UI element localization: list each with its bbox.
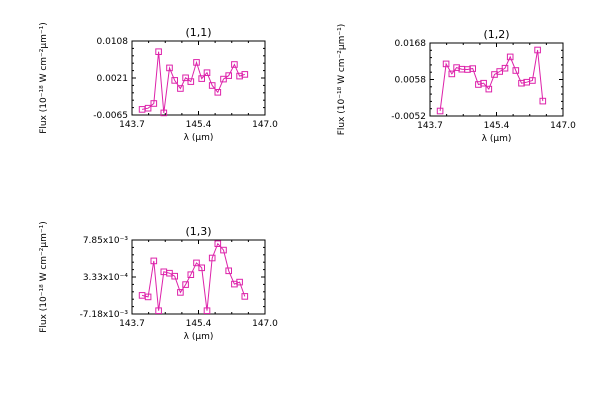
x-tick-label: 147.0: [550, 121, 576, 131]
data-point-marker: [177, 289, 184, 296]
data-point-marker: [177, 85, 184, 92]
data-point-marker: [241, 71, 249, 78]
data-point-marker: [182, 281, 189, 288]
y-tick-label: -7.18x10⁻³: [80, 310, 129, 320]
panel-title: (1,2): [483, 28, 509, 41]
x-axis-label: λ (μm): [482, 134, 512, 144]
data-point-marker: [155, 307, 162, 314]
data-point-marker: [155, 48, 162, 56]
data-point-marker: [501, 64, 509, 72]
x-tick-label: 143.7: [417, 121, 443, 131]
data-point-marker: [512, 67, 520, 74]
y-tick-label: 3.33x10⁻⁴: [83, 273, 129, 283]
panel-title: (1,1): [185, 26, 211, 39]
y-axis-label: Flux (10⁻¹⁸ W cm⁻²μm⁻¹): [39, 22, 49, 134]
y-tick-label: 0.0168: [395, 39, 427, 49]
chart-panel-2: (1,2) 143.7 145.4 147.0 -0.0052 0.0058 0.0168 λ…: [337, 24, 576, 144]
data-point-marker: [193, 259, 200, 267]
x-tick-label: 143.7: [119, 120, 145, 130]
x-tick-label: 143.7: [119, 319, 145, 329]
y-tick-label: 0.0058: [395, 76, 427, 86]
chart-panel-1: (1,1) 143.7 145.4 147.0 -0.0065 0.0021 0.0108 λ…: [39, 22, 278, 143]
x-tick-label: 147.0: [252, 120, 278, 130]
x-tick-label: 145.4: [186, 319, 212, 329]
data-point-marker: [150, 257, 158, 265]
chart-panel-3: (1,3) 143.7 145.4 147.0 -7.18x10⁻³ 3.33x10⁻⁴ 7…: [39, 221, 278, 342]
data-point-marker: [225, 267, 232, 275]
data-point-marker: [182, 74, 189, 82]
data-point-marker: [187, 78, 195, 85]
data-point-marker: [198, 75, 205, 82]
y-tick-label: 7.85x10⁻³: [83, 236, 129, 246]
data-point-marker: [214, 240, 222, 247]
data-point-marker: [171, 77, 178, 84]
data-point-marker: [534, 46, 541, 54]
data-point-marker: [171, 272, 178, 280]
data-point-marker: [506, 53, 514, 61]
series-line: [141, 242, 246, 311]
data-point-marker: [160, 109, 168, 117]
data-point-marker: [436, 107, 444, 115]
data-point-marker: [208, 254, 216, 262]
data-point-marker: [203, 307, 211, 314]
data-point-marker: [208, 82, 216, 89]
data-point-marker: [529, 77, 536, 84]
data-point-marker: [187, 271, 195, 278]
data-point-marker: [442, 60, 450, 68]
data-point-marker: [166, 64, 173, 72]
y-tick-label: -0.0065: [93, 111, 128, 121]
data-point-marker: [241, 293, 249, 300]
x-axis-label: λ (μm): [184, 133, 214, 143]
x-axis-label: λ (μm): [184, 332, 214, 342]
data-point-marker: [144, 104, 152, 112]
series-line: [142, 51, 245, 113]
y-tick-label: 0.0021: [97, 74, 129, 84]
x-tick-label: 145.4: [186, 120, 212, 130]
data-point-marker: [231, 61, 238, 68]
data-point-marker: [448, 70, 456, 78]
data-point-marker: [220, 75, 227, 83]
x-tick-label: 145.4: [484, 121, 510, 131]
y-axis-label: Flux (10⁻¹⁸ W cm⁻²μm⁻¹): [337, 24, 347, 136]
plot-frame: [131, 239, 266, 315]
panel-title: (1,3): [185, 225, 211, 238]
data-point-marker: [214, 89, 222, 96]
y-axis-label: Flux (10⁻¹⁸ W cm⁻²μm⁻¹): [39, 221, 49, 333]
data-point-marker: [485, 85, 493, 93]
data-point-marker: [198, 264, 205, 272]
data-point-marker: [539, 97, 547, 105]
data-point-marker: [203, 69, 211, 77]
data-point-marker: [480, 79, 487, 87]
data-point-marker: [225, 72, 232, 79]
data-point-marker: [193, 59, 200, 66]
series-line: [439, 49, 544, 112]
plot-frame: [429, 42, 564, 117]
data-point-marker: [220, 246, 227, 254]
x-tick-label: 147.0: [252, 319, 278, 329]
y-tick-label: -0.0052: [391, 112, 426, 122]
data-point-marker: [150, 100, 158, 107]
y-tick-label: 0.0108: [97, 37, 129, 47]
data-point-marker: [144, 293, 152, 301]
data-point-marker: [236, 278, 243, 286]
data-point-marker: [469, 65, 476, 72]
